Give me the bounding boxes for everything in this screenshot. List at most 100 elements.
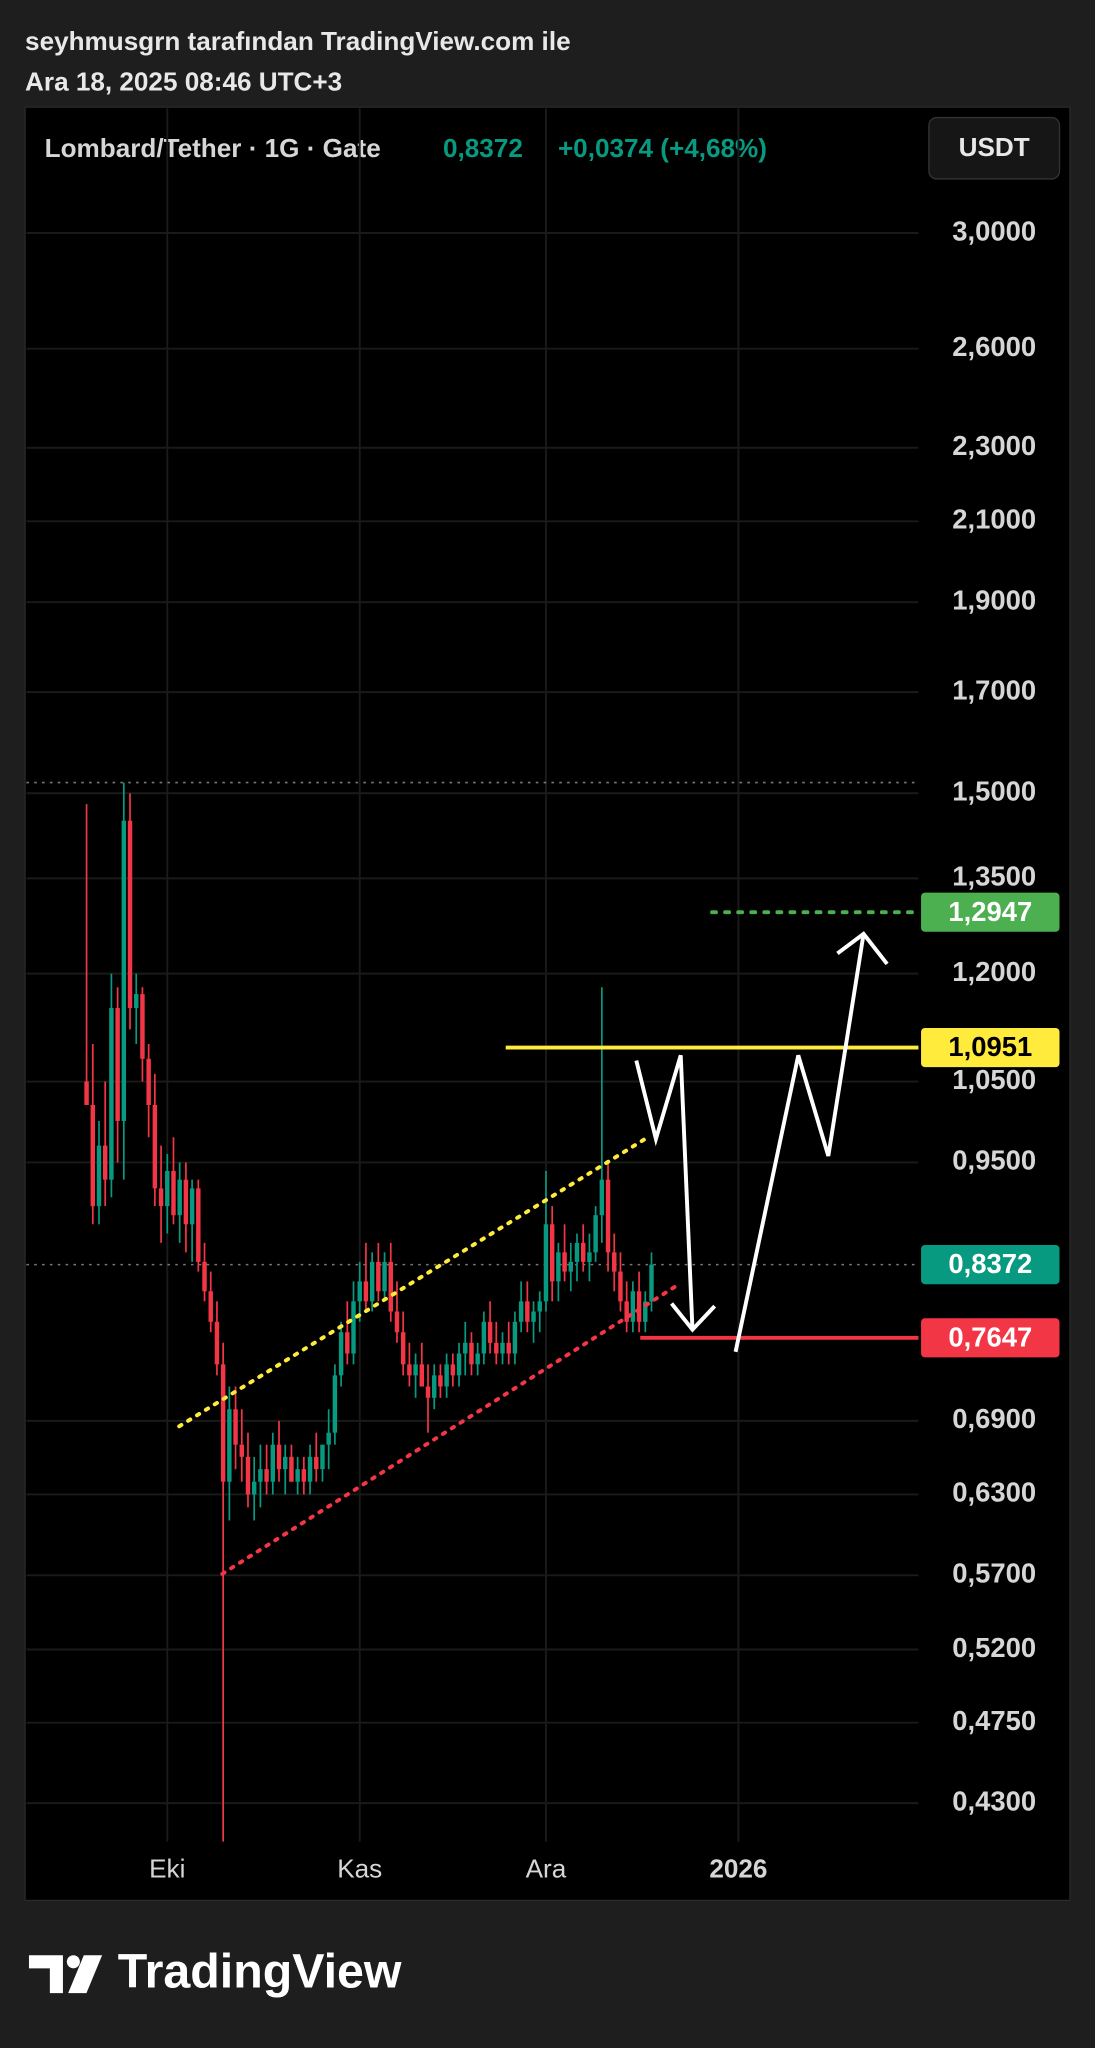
logo-mark: [66, 1955, 80, 1969]
candle-body: [376, 1261, 381, 1292]
candle-body: [109, 1008, 114, 1180]
candle-body: [134, 994, 139, 1009]
candle-body: [562, 1252, 567, 1272]
level-tag-label: 0,7647: [948, 1321, 1032, 1352]
candle-body: [233, 1409, 238, 1445]
candle-body: [140, 994, 145, 1059]
candle-body: [102, 1145, 108, 1180]
candle-body: [605, 1179, 611, 1253]
candle-body: [320, 1444, 325, 1470]
plot: [26, 781, 921, 1842]
y-tick-label: 0,6900: [952, 1403, 1036, 1434]
candle-body: [494, 1342, 499, 1354]
candle-body: [177, 1179, 182, 1216]
candle-body: [599, 1179, 605, 1216]
y-tick-label: 2,3000: [952, 430, 1036, 461]
candle-body: [456, 1353, 462, 1376]
candle-body: [407, 1364, 412, 1376]
logo-mark: [68, 1955, 103, 1994]
candle-body: [146, 1058, 151, 1105]
candle-body: [171, 1170, 176, 1216]
drawings: [177, 931, 889, 1576]
candle-body: [400, 1332, 406, 1365]
candle-body: [630, 1291, 636, 1322]
candle-body: [264, 1469, 269, 1482]
candle-body: [413, 1364, 418, 1376]
y-tick-label: 0,5200: [952, 1632, 1036, 1663]
logo-mark: [28, 1955, 63, 1994]
brand: TradingView: [118, 1945, 402, 1999]
grid: [26, 108, 919, 1842]
candle-body: [239, 1444, 244, 1457]
candle-body: [345, 1332, 350, 1354]
y-tick-label: 2,1000: [952, 504, 1036, 535]
candle-body: [506, 1342, 511, 1354]
candle-body: [208, 1291, 213, 1322]
level-tag-label: 1,0951: [948, 1031, 1032, 1062]
trend-line: [177, 1134, 652, 1429]
y-tick-label: 0,4750: [952, 1705, 1036, 1736]
candle-body: [357, 1281, 362, 1302]
x-tick-label: Ara: [526, 1853, 567, 1883]
candle-body: [90, 1104, 96, 1207]
candle-body: [183, 1179, 189, 1225]
currency-label[interactable]: USDT: [959, 132, 1030, 162]
candle-body: [487, 1321, 493, 1343]
currency-button[interactable]: [928, 116, 1061, 180]
price-change: +0,0374 (+4,68%): [558, 133, 767, 163]
candle-body: [270, 1444, 276, 1482]
y-tick-label: 1,3500: [952, 861, 1036, 892]
candle-body: [425, 1386, 431, 1398]
candle-body: [326, 1432, 331, 1445]
candle-body: [618, 1271, 623, 1302]
y-tick-label: 0,9500: [952, 1145, 1036, 1176]
arrow: [733, 933, 866, 1353]
candle-body: [276, 1444, 282, 1470]
candle-body: [158, 1188, 164, 1207]
candle-body: [289, 1456, 294, 1482]
candle-body: [475, 1353, 480, 1365]
candle-body: [574, 1242, 580, 1262]
candle-body: [258, 1469, 263, 1482]
candle-body: [165, 1170, 170, 1207]
arrow-head: [670, 1302, 717, 1333]
candle-body: [363, 1281, 369, 1302]
candle-body: [419, 1364, 425, 1387]
level-tag: [921, 1318, 1060, 1358]
y-tick-label: 1,2000: [952, 956, 1036, 987]
candle-body: [394, 1311, 400, 1333]
candle-body: [301, 1469, 307, 1482]
attribution: seyhmusgrn tarafından TradingView.com il…: [25, 26, 571, 56]
chart-panel: [24, 106, 1071, 1902]
candle-body: [450, 1364, 456, 1376]
trend-line: [220, 1281, 682, 1576]
candle-body: [612, 1252, 617, 1272]
candle-body: [444, 1364, 449, 1387]
candle-body: [543, 1224, 549, 1302]
candle-body: [220, 1364, 226, 1482]
y-tick-label: 1,9000: [952, 584, 1036, 615]
candle-body: [388, 1261, 393, 1312]
candle-body: [214, 1321, 220, 1365]
candle-body: [549, 1224, 555, 1282]
candle-body: [369, 1261, 375, 1302]
x-tick-label: 2026: [709, 1853, 767, 1883]
y-tick-label: 1,7000: [952, 674, 1036, 705]
candle-body: [463, 1342, 468, 1354]
candle-body: [332, 1375, 338, 1433]
candle-body: [525, 1301, 530, 1322]
candle-body: [295, 1469, 300, 1482]
candle-body: [314, 1456, 319, 1470]
candle-body: [556, 1252, 561, 1282]
candle-body: [283, 1456, 288, 1470]
candle-body: [96, 1145, 102, 1207]
candle-body: [531, 1311, 536, 1322]
candle-body: [518, 1301, 524, 1322]
candle-body: [580, 1242, 586, 1262]
candle-body: [196, 1188, 201, 1262]
candle-body: [127, 820, 133, 1009]
candle-body: [351, 1301, 356, 1354]
price-axis: 3,0000 2,6000 2,3000 2,1000 1,9000 1,7000 1,50…: [149, 215, 1060, 1883]
candle-body: [307, 1456, 313, 1482]
